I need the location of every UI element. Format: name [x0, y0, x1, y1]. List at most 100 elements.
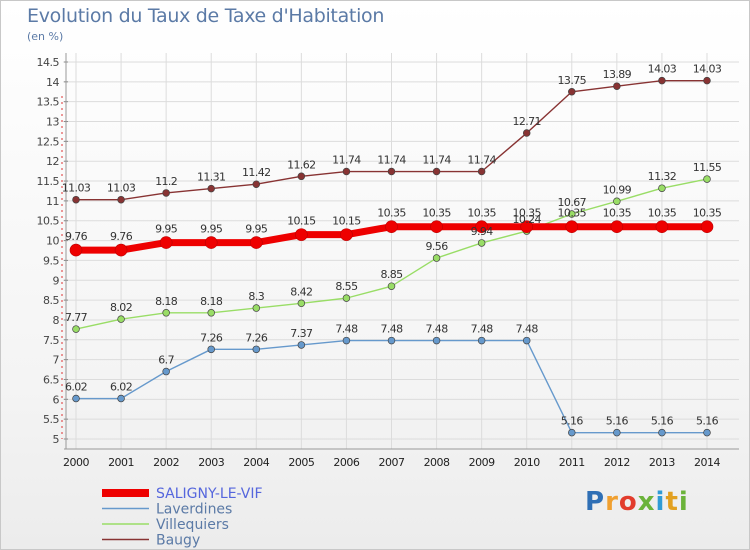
data-label: 9.56: [426, 240, 449, 253]
y-tick-label: 10.5: [37, 215, 60, 228]
data-point: [658, 428, 666, 437]
legend-label: Laverdines: [156, 502, 232, 518]
data-label: 7.26: [245, 331, 268, 344]
y-tick-label: 9: [53, 274, 60, 287]
data-point: [207, 184, 215, 193]
data-label: 11.31: [197, 171, 226, 184]
y-axis-unit: (en %): [27, 30, 64, 43]
y-tick-label: 13.5: [37, 96, 60, 109]
y-tick-label: 10: [46, 235, 59, 248]
data-point: [297, 299, 306, 308]
data-label: 8.02: [110, 301, 132, 314]
data-point: [295, 228, 308, 241]
data-label: 9.95: [245, 223, 268, 236]
data-point: [162, 367, 170, 376]
data-label: 10.15: [287, 215, 316, 228]
data-point: [385, 220, 398, 233]
y-tick-label: 11: [46, 195, 59, 208]
y-tick-label: 14: [46, 76, 59, 89]
data-label: 11.74: [332, 154, 361, 167]
data-label: 11.32: [648, 170, 677, 183]
data-point: [72, 195, 80, 204]
data-point: [342, 336, 351, 345]
data-point: [72, 394, 80, 403]
x-tick-label: 2014: [694, 456, 720, 469]
data-label-layer: 11.03 11.03 11.2 11.31 11.42 11.62 11.74 11.74 1…: [62, 63, 723, 428]
data-point: [477, 239, 486, 247]
y-tick-label: 7.5: [43, 334, 59, 347]
data-label: 10.35: [603, 207, 632, 220]
y-tick-label: 13: [46, 116, 59, 129]
data-point: [658, 184, 666, 192]
data-label: 11.42: [242, 166, 271, 179]
y-tick-label: 12.5: [37, 135, 60, 148]
data-point: [658, 76, 666, 85]
y-tick-label: 8: [53, 314, 60, 327]
data-label: 10.35: [558, 207, 587, 220]
data-label: 10.35: [648, 207, 677, 220]
data-label: 8.42: [290, 285, 312, 298]
data-label: 10.35: [422, 207, 451, 220]
data-point: [477, 167, 486, 176]
y-tick-label: 9.5: [43, 254, 59, 267]
data-point: [342, 294, 351, 302]
data-label: 6.02: [110, 381, 132, 394]
data-point: [297, 172, 306, 181]
data-point: [432, 336, 441, 345]
proxiti-logo: Proxiti: [585, 487, 689, 517]
data-point: [69, 243, 83, 257]
x-tick-label: 2003: [198, 456, 224, 469]
y-tick-label: 7: [53, 354, 60, 367]
data-label: 9.95: [200, 223, 223, 236]
data-label: 7.48: [335, 323, 358, 336]
data-label: 11.74: [467, 154, 496, 167]
data-label: 11.62: [287, 158, 316, 171]
data-point: [610, 220, 624, 233]
data-point: [162, 189, 170, 197]
data-label: 10.35: [693, 207, 722, 220]
data-label: 14.03: [693, 63, 722, 76]
data-point: [565, 220, 579, 233]
data-label: 13.89: [603, 68, 632, 81]
data-point: [477, 336, 486, 345]
data-label: 8.85: [380, 268, 403, 281]
data-label: 14.03: [648, 63, 677, 76]
x-tick-label: 2010: [514, 456, 540, 469]
data-point: [387, 167, 396, 176]
data-label: 6.7: [158, 354, 174, 367]
data-label: 10.35: [467, 207, 496, 220]
data-label: 5.16: [606, 415, 629, 428]
y-tick-label: 8.5: [43, 294, 59, 307]
data-point: [297, 341, 306, 349]
data-label: 8.3: [248, 290, 264, 303]
data-label: 7.77: [65, 311, 88, 324]
legend-label: Villequiers: [156, 517, 229, 533]
x-tick-label: 2009: [469, 456, 495, 469]
data-label: 10.99: [603, 183, 632, 196]
data-label: 11.03: [62, 182, 91, 195]
legend-label: Baugy: [156, 533, 200, 549]
data-label: 5.16: [561, 415, 584, 428]
data-label: 7.37: [290, 327, 313, 340]
data-point: [613, 428, 621, 437]
y-tick-label: 14.5: [37, 56, 60, 69]
x-tick-label: 2006: [333, 456, 359, 469]
data-label: 7.48: [426, 323, 449, 336]
data-label: 7.48: [471, 323, 494, 336]
data-label: 9.94: [471, 225, 494, 238]
logo-letter: i: [655, 487, 666, 517]
logo-letter: P: [585, 487, 606, 517]
data-point: [432, 167, 441, 176]
data-point: [568, 88, 576, 96]
data-point: [252, 345, 261, 354]
data-label: 10.67: [558, 196, 587, 209]
y-tick-label: 5: [53, 433, 60, 446]
data-point: [613, 197, 621, 206]
data-point: [522, 129, 531, 137]
data-label: 11.03: [107, 182, 136, 195]
data-label: 9.76: [65, 230, 88, 243]
data-point: [522, 336, 531, 345]
logo-letter: o: [618, 487, 638, 517]
data-label: 7.48: [516, 323, 539, 336]
